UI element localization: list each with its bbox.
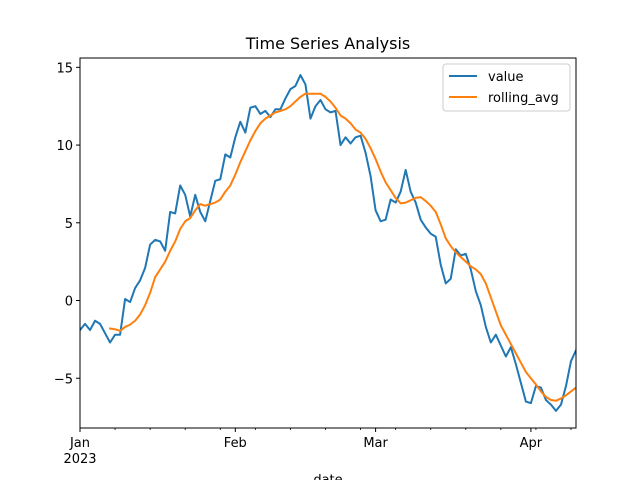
y-tick-label: 15 xyxy=(56,61,73,76)
legend-label-value: value xyxy=(488,70,524,85)
y-tick-label: 10 xyxy=(56,139,73,154)
x-tick-label: Feb xyxy=(224,436,247,451)
plot-frame xyxy=(79,57,577,429)
series-layer xyxy=(80,74,576,412)
series-line-value xyxy=(80,74,576,412)
y-tick-label: −5 xyxy=(54,372,73,387)
series-line-rolling-avg xyxy=(108,92,576,402)
x-tick-year-label: 2023 xyxy=(63,452,96,467)
legend-label-rolling-avg: rolling_avg xyxy=(488,91,559,106)
y-tick-label: 5 xyxy=(65,217,73,232)
x-axis-label: date xyxy=(313,473,342,480)
x-tick-label: Apr xyxy=(520,436,543,451)
y-tick-label: 0 xyxy=(65,295,73,310)
y-axis: −5 0 5 10 15 xyxy=(54,61,80,387)
x-tick-label: Jan xyxy=(69,436,90,451)
chart-title: Time Series Analysis xyxy=(245,34,410,53)
legend: value rolling_avg xyxy=(442,63,571,112)
x-tick-label: Mar xyxy=(363,436,388,451)
